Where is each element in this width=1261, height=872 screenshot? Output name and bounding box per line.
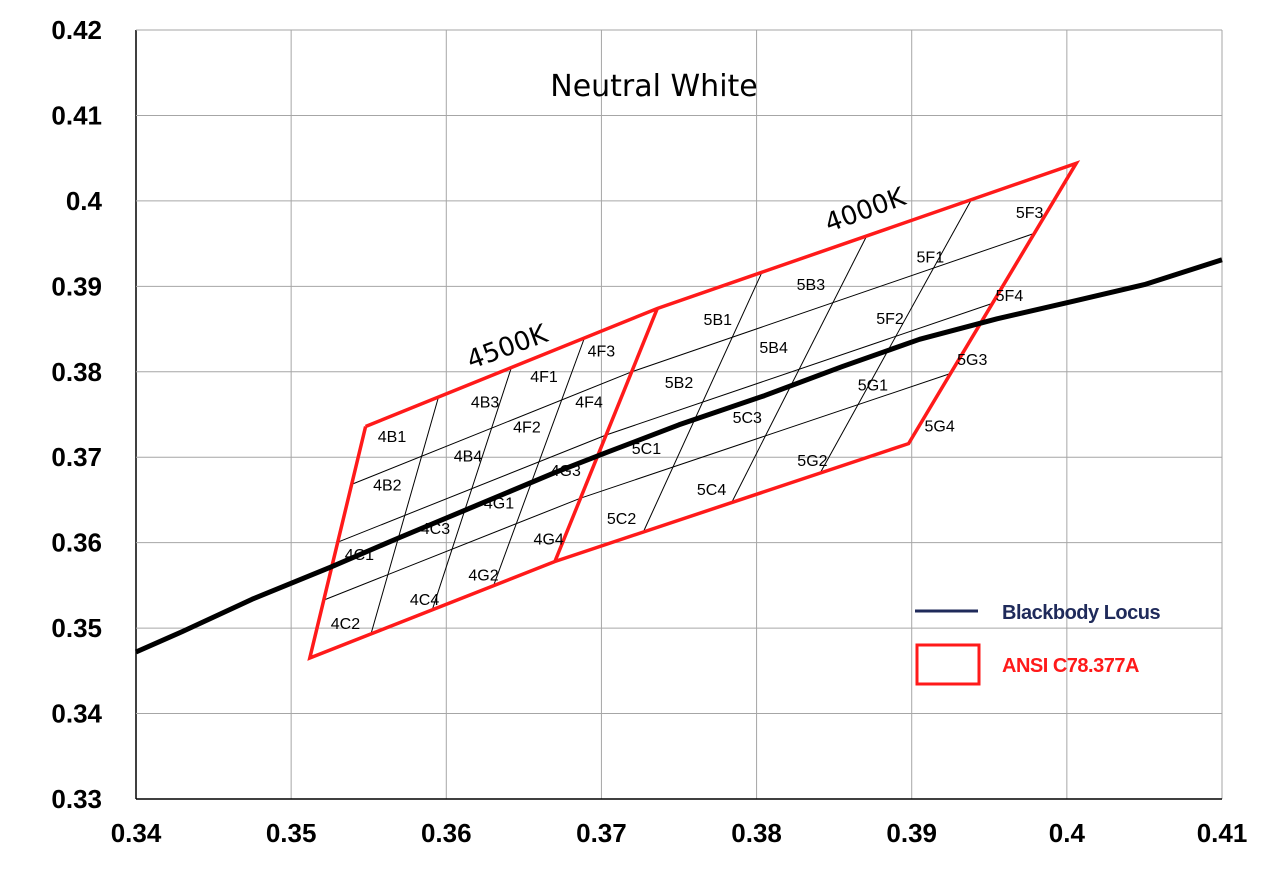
- legend-locus-label: Blackbody Locus: [1002, 602, 1160, 624]
- bin-label: 4F3: [588, 343, 616, 360]
- bin-label: 4G2: [468, 567, 498, 584]
- bin-label: 5F2: [876, 311, 904, 328]
- bin-label: 5G3: [957, 352, 987, 369]
- bin-divider: [323, 497, 581, 601]
- y-tick-label: 0.4: [66, 186, 103, 216]
- x-tick-label: 0.34: [111, 818, 162, 848]
- bin-label: 4F2: [513, 419, 541, 436]
- x-tick-label: 0.37: [576, 818, 627, 848]
- chart-title: Neutral White: [550, 69, 758, 104]
- y-tick-label: 0.36: [51, 528, 102, 558]
- bin-divider: [631, 232, 1035, 373]
- y-tick-label: 0.35: [51, 613, 102, 643]
- bin-label: 4B4: [454, 449, 483, 466]
- bin-grid-lines: [323, 199, 1035, 635]
- x-tick-label: 0.39: [886, 818, 937, 848]
- grid: [135, 29, 1223, 800]
- bin-label: 5B1: [704, 312, 733, 329]
- bin-label: 5G4: [925, 419, 955, 436]
- bin-label: 4C1: [345, 547, 374, 564]
- bin-label: 4F4: [575, 395, 603, 412]
- legend-ansi-label: ANSI C78.377A: [1002, 655, 1139, 677]
- y-tick-label: 0.38: [51, 357, 102, 387]
- x-tick-label: 0.41: [1197, 818, 1248, 848]
- bin-label: 4F1: [530, 369, 558, 386]
- bin-label: 4B2: [373, 478, 402, 495]
- x-tick-label: 0.36: [421, 818, 472, 848]
- bin-labels: 4B1 4B3 4F1 4F3 4B2 4B4 4F2 4F4 4C3 4G1 4G3 4C1 4C4 4…: [331, 205, 1044, 633]
- legend: Blackbody Locus ANSI C78.377A: [915, 602, 1161, 686]
- y-tick-label: 0.37: [51, 442, 102, 472]
- cct-label-4000k: 4000K: [821, 182, 910, 239]
- x-tick-label: 0.4: [1049, 818, 1086, 848]
- bin-label: 5G2: [797, 453, 827, 470]
- bin-label: 5B2: [665, 375, 694, 392]
- y-tick-label: 0.42: [51, 15, 102, 45]
- bin-label: 4C4: [410, 592, 439, 609]
- bin-label: 5F4: [996, 288, 1024, 305]
- bin-label: 5C1: [632, 441, 661, 458]
- bin-divider: [605, 302, 993, 436]
- bin-label: 5F1: [917, 249, 945, 266]
- bin-label: 5C4: [697, 482, 726, 499]
- y-tick-label: 0.41: [51, 100, 102, 130]
- ansi-outline: [307, 160, 1081, 661]
- bin-label: 5B3: [797, 277, 826, 294]
- ansi-divider: [553, 307, 659, 563]
- y-tick-label: 0.33: [51, 784, 102, 814]
- x-tick-label: 0.38: [731, 818, 782, 848]
- bin-label: 4B1: [378, 429, 407, 446]
- y-tick-label: 0.39: [51, 271, 102, 301]
- bin-label: 4G4: [534, 531, 564, 548]
- bin-label: 5G1: [858, 378, 888, 395]
- blackbody-locus-line: [134, 257, 1223, 655]
- bin-divider: [351, 371, 632, 485]
- legend-ansi-swatch: [915, 643, 981, 686]
- bin-label: 4G3: [551, 463, 581, 480]
- bin-label: 5C3: [733, 410, 762, 427]
- bin-divider: [580, 373, 951, 499]
- blackbody-locus: [134, 257, 1223, 655]
- tick-labels: 0.34 0.35 0.36 0.37 0.38 0.39 0.4 0.41 0.33 0.34 0…: [51, 15, 1247, 848]
- bin-label: 5C2: [607, 511, 636, 528]
- bin-label: 4G1: [484, 496, 514, 513]
- ansi-quadrangle: [307, 160, 1081, 661]
- bin-label: 4C3: [421, 521, 450, 538]
- bin-label: 5F3: [1016, 205, 1044, 222]
- y-tick-label: 0.34: [51, 699, 102, 729]
- x-tick-label: 0.35: [266, 818, 317, 848]
- bin-label: 4C2: [331, 616, 360, 633]
- bin-divider: [337, 434, 607, 543]
- bin-label: 5B4: [759, 340, 788, 357]
- bin-label: 4B3: [471, 395, 500, 412]
